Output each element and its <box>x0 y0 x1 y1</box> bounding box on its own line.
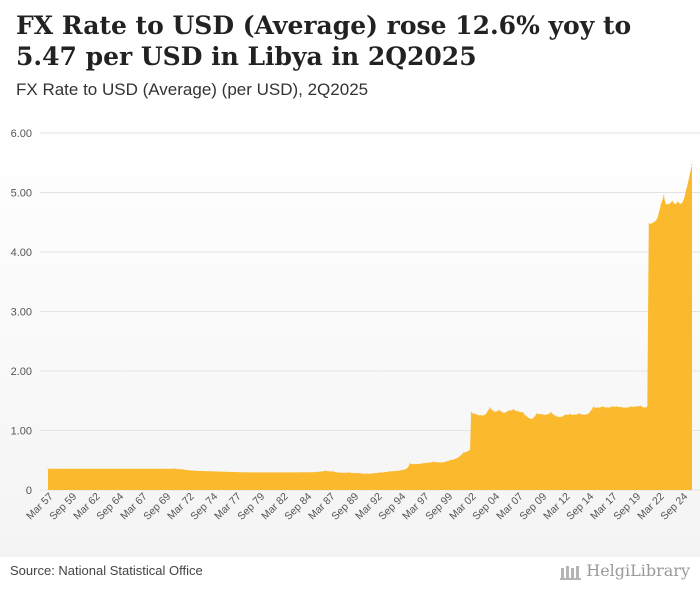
data-point <box>475 413 477 415</box>
data-point <box>442 462 444 464</box>
data-point <box>406 468 408 470</box>
data-point <box>667 203 670 205</box>
data-point <box>644 407 646 409</box>
data-point <box>569 413 571 415</box>
y-tick-label: 4.00 <box>11 247 32 259</box>
data-point <box>489 407 491 409</box>
data-point <box>674 203 676 205</box>
data-point <box>338 472 340 474</box>
data-point <box>682 200 685 202</box>
data-point <box>469 449 471 451</box>
data-point <box>588 413 590 415</box>
data-point <box>555 415 557 417</box>
data-point <box>541 413 543 415</box>
data-point <box>665 203 667 205</box>
area-series <box>47 163 693 490</box>
data-point <box>503 412 505 414</box>
data-point <box>357 472 359 474</box>
chart-title: FX Rate to USD (Average) rose 12.6% yoy … <box>16 11 632 71</box>
data-point <box>367 473 369 475</box>
data-point <box>660 203 662 205</box>
data-point <box>651 222 654 224</box>
data-point <box>348 472 350 474</box>
data-point <box>635 406 637 408</box>
data-point <box>536 413 538 415</box>
data-point <box>388 471 390 473</box>
data-point <box>423 462 425 464</box>
data-point <box>409 463 411 465</box>
data-point <box>620 406 623 408</box>
data-point <box>531 418 533 420</box>
source-note: Source: National Statistical Office <box>10 563 203 578</box>
data-point <box>611 406 613 408</box>
data-point <box>324 470 326 472</box>
y-tick-label: 2.00 <box>11 366 32 378</box>
data-point <box>656 218 658 220</box>
data-point <box>559 416 562 418</box>
data-point <box>616 406 618 408</box>
data-point <box>550 412 552 414</box>
data-point <box>47 468 49 470</box>
data-point <box>181 468 183 471</box>
data-point <box>602 406 604 408</box>
y-tick-label: 5.00 <box>11 188 32 200</box>
x-tick-label: Sep 24 <box>658 491 690 523</box>
data-point <box>400 469 403 471</box>
y-tick-label: 1.00 <box>11 426 32 438</box>
data-point <box>625 407 627 409</box>
data-point <box>663 194 665 197</box>
data-point <box>691 163 693 166</box>
data-point <box>456 457 458 460</box>
y-tick-label: 6.00 <box>11 128 32 140</box>
brand-name: HelgiLibrary <box>586 561 690 580</box>
data-point <box>573 414 576 416</box>
data-point <box>677 201 679 203</box>
data-point <box>449 459 451 461</box>
data-point <box>174 468 176 470</box>
data-point <box>512 409 515 411</box>
data-point <box>597 407 599 409</box>
y-tick-label: 3.00 <box>11 307 32 319</box>
data-point <box>498 409 500 411</box>
data-point <box>680 203 682 205</box>
library-icon <box>560 565 582 580</box>
data-point <box>522 412 524 414</box>
data-point <box>639 405 641 407</box>
data-point <box>315 471 317 473</box>
data-point <box>462 452 465 454</box>
data-point <box>484 414 486 416</box>
data-point <box>470 412 472 414</box>
data-point <box>578 413 580 415</box>
data-point <box>517 410 519 413</box>
data-point <box>508 410 510 412</box>
data-point <box>606 407 609 409</box>
data-point <box>244 471 246 473</box>
data-point <box>414 463 416 465</box>
data-point <box>193 470 195 472</box>
data-point <box>494 411 496 413</box>
data-point <box>592 406 594 408</box>
brand-logo: HelgiLibrary <box>560 561 690 580</box>
area-series-path <box>48 164 692 490</box>
data-point <box>646 406 648 408</box>
data-point <box>648 223 650 225</box>
data-point <box>685 188 688 191</box>
data-point <box>332 471 334 473</box>
data-point <box>545 414 547 416</box>
data-point <box>479 415 482 417</box>
y-tick-label: 0 <box>26 485 32 497</box>
data-point <box>379 472 381 474</box>
data-point <box>583 414 585 416</box>
y-axis-ticks: 0 1.00 2.00 3.00 4.00 5.00 6.00 <box>11 128 32 497</box>
data-point <box>671 200 673 202</box>
data-point <box>630 406 632 408</box>
chart-subtitle: FX Rate to USD (Average) (per USD), 2Q20… <box>16 80 369 99</box>
data-point <box>301 471 303 473</box>
data-point <box>526 416 529 418</box>
data-point <box>564 414 566 416</box>
data-point <box>432 461 435 463</box>
